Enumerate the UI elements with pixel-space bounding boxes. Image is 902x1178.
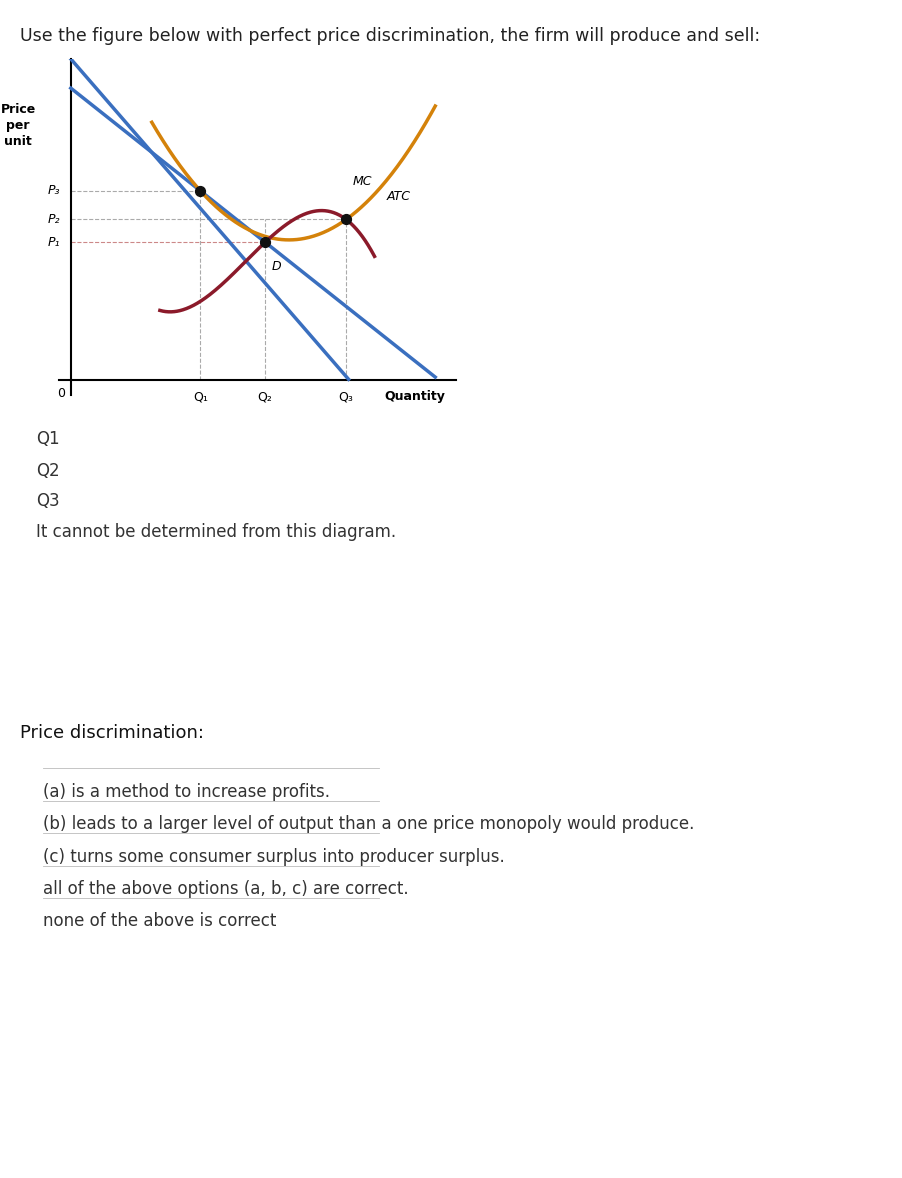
Text: (b) leads to a larger level of output than a one price monopoly would produce.: (b) leads to a larger level of output th… <box>43 815 695 833</box>
Text: (c) turns some consumer surplus into producer surplus.: (c) turns some consumer surplus into pro… <box>43 848 505 866</box>
Text: none of the above is correct: none of the above is correct <box>43 912 277 929</box>
Text: P₂: P₂ <box>48 213 60 226</box>
Text: D: D <box>272 260 281 273</box>
Text: Q₁: Q₁ <box>193 390 207 403</box>
Text: ATC: ATC <box>387 190 410 203</box>
Text: Q1: Q1 <box>36 430 60 448</box>
Text: It cannot be determined from this diagram.: It cannot be determined from this diagra… <box>36 523 396 541</box>
Point <box>339 210 354 229</box>
Text: all of the above options (a, b, c) are correct.: all of the above options (a, b, c) are c… <box>43 880 409 898</box>
Text: (a) is a method to increase profits.: (a) is a method to increase profits. <box>43 783 330 801</box>
Text: 0: 0 <box>57 388 65 401</box>
Text: Use the figure below with perfect price discrimination, the firm will produce an: Use the figure below with perfect price … <box>20 27 760 45</box>
Text: Price
per
unit: Price per unit <box>1 102 36 147</box>
Text: Q3: Q3 <box>36 492 60 510</box>
Point <box>193 181 207 200</box>
Point <box>258 233 272 252</box>
Text: P₁: P₁ <box>48 236 60 249</box>
Text: Q₂: Q₂ <box>258 390 272 403</box>
Text: MC: MC <box>353 176 372 188</box>
Text: Q₃: Q₃ <box>339 390 354 403</box>
Text: Price discrimination:: Price discrimination: <box>20 724 204 742</box>
Text: Q2: Q2 <box>36 462 60 479</box>
Text: P₃: P₃ <box>48 184 60 198</box>
Text: Quantity: Quantity <box>384 390 446 403</box>
